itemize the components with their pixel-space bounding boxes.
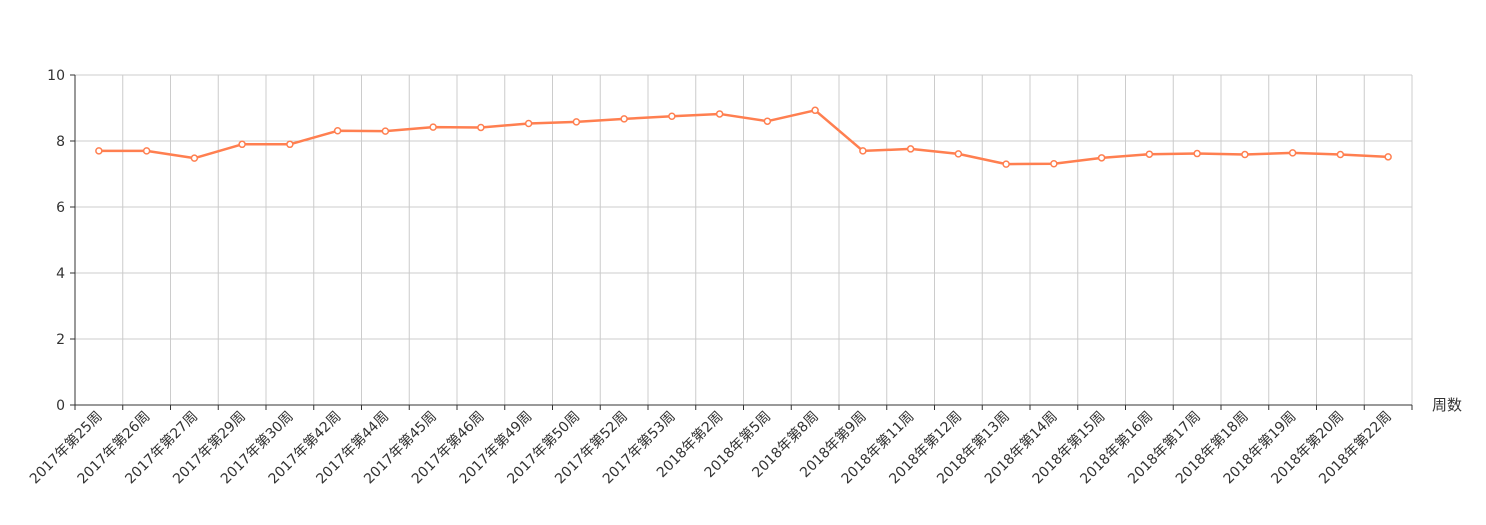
data-point[interactable] (954, 150, 963, 158)
data-point[interactable] (477, 123, 485, 132)
data-point[interactable] (1050, 160, 1058, 168)
data-point[interactable] (142, 147, 151, 155)
data-point[interactable] (811, 106, 819, 115)
data-point[interactable] (1241, 150, 1249, 159)
data-point[interactable] (572, 118, 581, 126)
data-point[interactable] (381, 127, 390, 135)
data-point[interactable] (286, 140, 294, 149)
y-tick-label: 6 (56, 200, 65, 216)
y-tick-label: 8 (56, 134, 65, 150)
data-point[interactable] (620, 115, 628, 123)
data-point[interactable] (429, 123, 437, 131)
data-point[interactable] (1193, 149, 1201, 158)
data-point[interactable] (333, 127, 342, 135)
data-point[interactable] (1288, 149, 1297, 157)
data-point[interactable] (906, 145, 915, 153)
data-point[interactable] (95, 147, 103, 155)
data-point[interactable] (190, 154, 199, 162)
y-tick-label: 0 (56, 398, 65, 414)
series-line (98, 109, 1389, 166)
y-tick-label: 4 (56, 266, 65, 282)
data-point[interactable] (715, 110, 724, 118)
data-point[interactable] (1336, 150, 1345, 159)
data-point[interactable] (238, 140, 246, 149)
y-tick-label: 10 (47, 68, 65, 84)
data-point[interactable] (1384, 153, 1392, 161)
grid (75, 74, 1413, 405)
data-point[interactable] (1097, 154, 1106, 162)
data-point[interactable] (763, 117, 772, 125)
series-layer (95, 106, 1392, 168)
x-axis-title: 周数 (1432, 396, 1462, 414)
y-tick-label: 2 (56, 332, 65, 348)
data-point[interactable] (668, 112, 676, 120)
data-point[interactable] (859, 147, 867, 155)
data-point[interactable] (524, 119, 533, 128)
data-point[interactable] (1002, 160, 1010, 168)
axes: 02468102017年第25周2017年第26周2017年第27周2017年第… (26, 68, 1413, 487)
data-point[interactable] (1145, 150, 1154, 158)
